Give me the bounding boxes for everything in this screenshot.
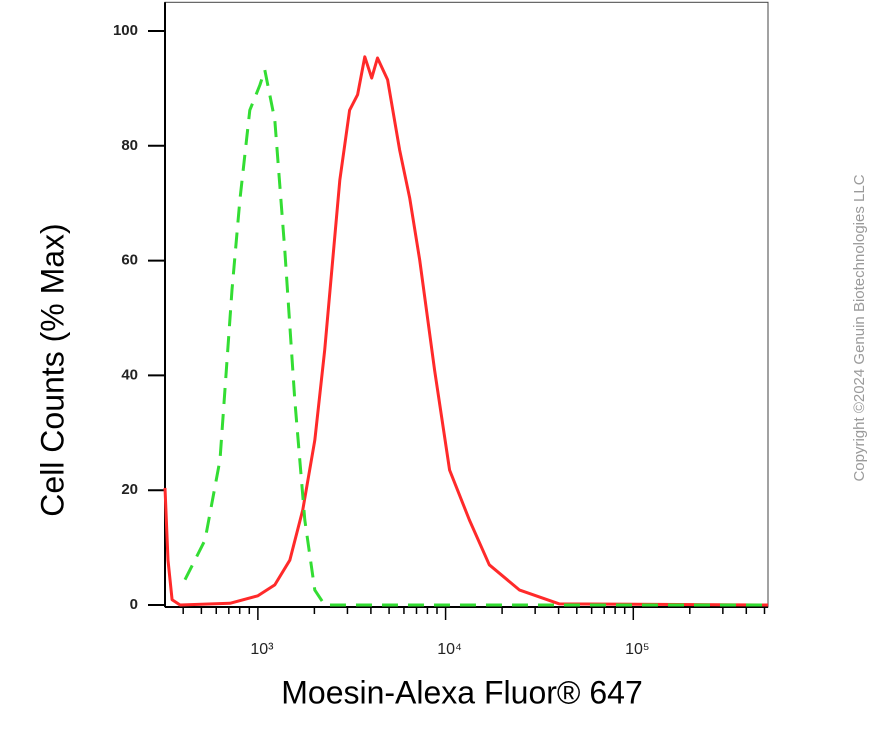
y-tick-label: 20 <box>121 481 138 498</box>
histogram-line <box>163 55 769 607</box>
y-tick-label: 0 <box>130 596 138 613</box>
x-tick-label: 10⁵ <box>625 641 649 658</box>
y-tick-label: 80 <box>121 137 138 154</box>
x-axis-label: Moesin-Alexa Fluor® 647 <box>281 674 643 710</box>
watermark: Copyright ©2024 Genuin Biotechnologies L… <box>851 174 868 481</box>
y-tick-label: 100 <box>113 22 138 39</box>
y-tick-label: 40 <box>121 366 138 383</box>
y-tick-label: 60 <box>121 252 138 269</box>
x-tick-label: 10³ <box>250 641 274 658</box>
y-axis-label: Cell Counts (% Max) <box>34 223 70 516</box>
x-tick-label: 10⁴ <box>437 641 462 658</box>
histogram-line <box>183 68 768 607</box>
